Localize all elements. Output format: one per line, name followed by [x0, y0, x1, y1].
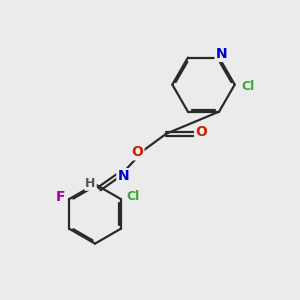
Text: F: F — [56, 190, 66, 204]
Text: O: O — [195, 125, 207, 139]
Text: Cl: Cl — [127, 190, 140, 202]
Text: O: O — [132, 146, 143, 159]
Text: H: H — [85, 177, 96, 190]
Text: N: N — [117, 169, 129, 183]
Text: Cl: Cl — [242, 80, 255, 93]
Text: N: N — [216, 47, 227, 61]
